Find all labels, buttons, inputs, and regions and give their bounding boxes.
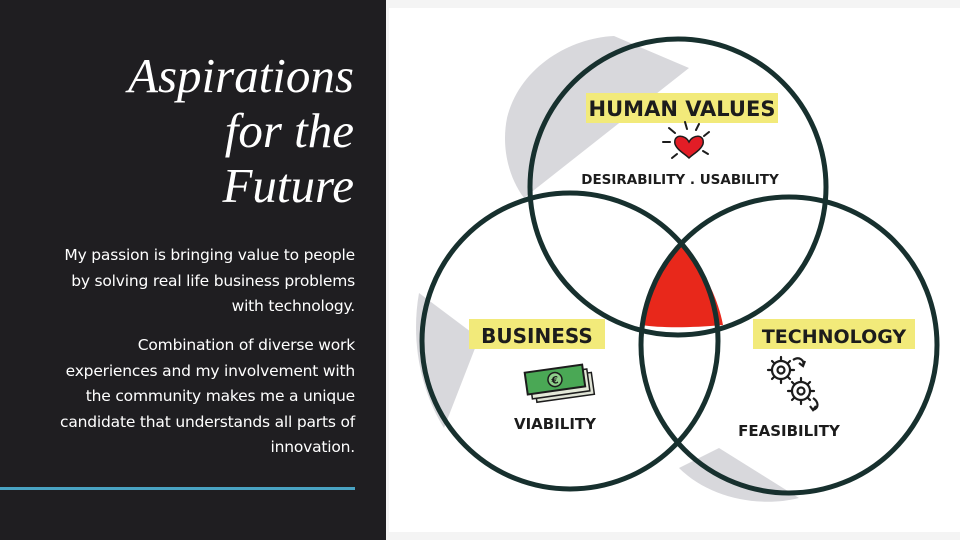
heart-icon <box>662 121 710 160</box>
human-values-highlight <box>586 93 778 123</box>
center-intersection <box>641 241 723 328</box>
human-values-subtitle: DESIRABILITY . USABILITY <box>581 172 779 188</box>
business-circle <box>419 190 721 492</box>
gears-icon <box>766 355 819 412</box>
business-subtitle: VIABILITY <box>514 415 597 433</box>
title-panel: Aspirations for the Future My passion is… <box>0 0 386 540</box>
technology-label: TECHNOLOGY <box>762 326 907 348</box>
body-paragraph: My passion is bringing value to people b… <box>64 246 355 315</box>
business-highlight <box>469 319 605 349</box>
human-values-label: HUMAN VALUES <box>589 97 776 121</box>
business-label: BUSINESS <box>481 324 593 348</box>
title-line: for the <box>224 103 354 158</box>
technology-subtitle: FEASIBILITY <box>738 422 841 440</box>
human-values-circle <box>527 36 829 338</box>
title-line: Future <box>222 158 354 213</box>
svg-text:€: € <box>550 375 559 387</box>
technology-circle <box>638 194 940 496</box>
slide-title: Aspirations for the Future <box>24 48 354 213</box>
title-line: Aspirations <box>128 48 354 103</box>
money-icon: € <box>523 363 596 404</box>
technology-highlight <box>753 319 915 349</box>
body-paragraph: Combination of diverse work experiences … <box>60 336 355 456</box>
accent-divider <box>0 487 355 490</box>
venn-diagram: HUMAN VALUES DESIRABILITY . USABILITY BU… <box>416 36 940 502</box>
diagram-panel: HUMAN VALUES DESIRABILITY . USABILITY BU… <box>389 8 960 532</box>
